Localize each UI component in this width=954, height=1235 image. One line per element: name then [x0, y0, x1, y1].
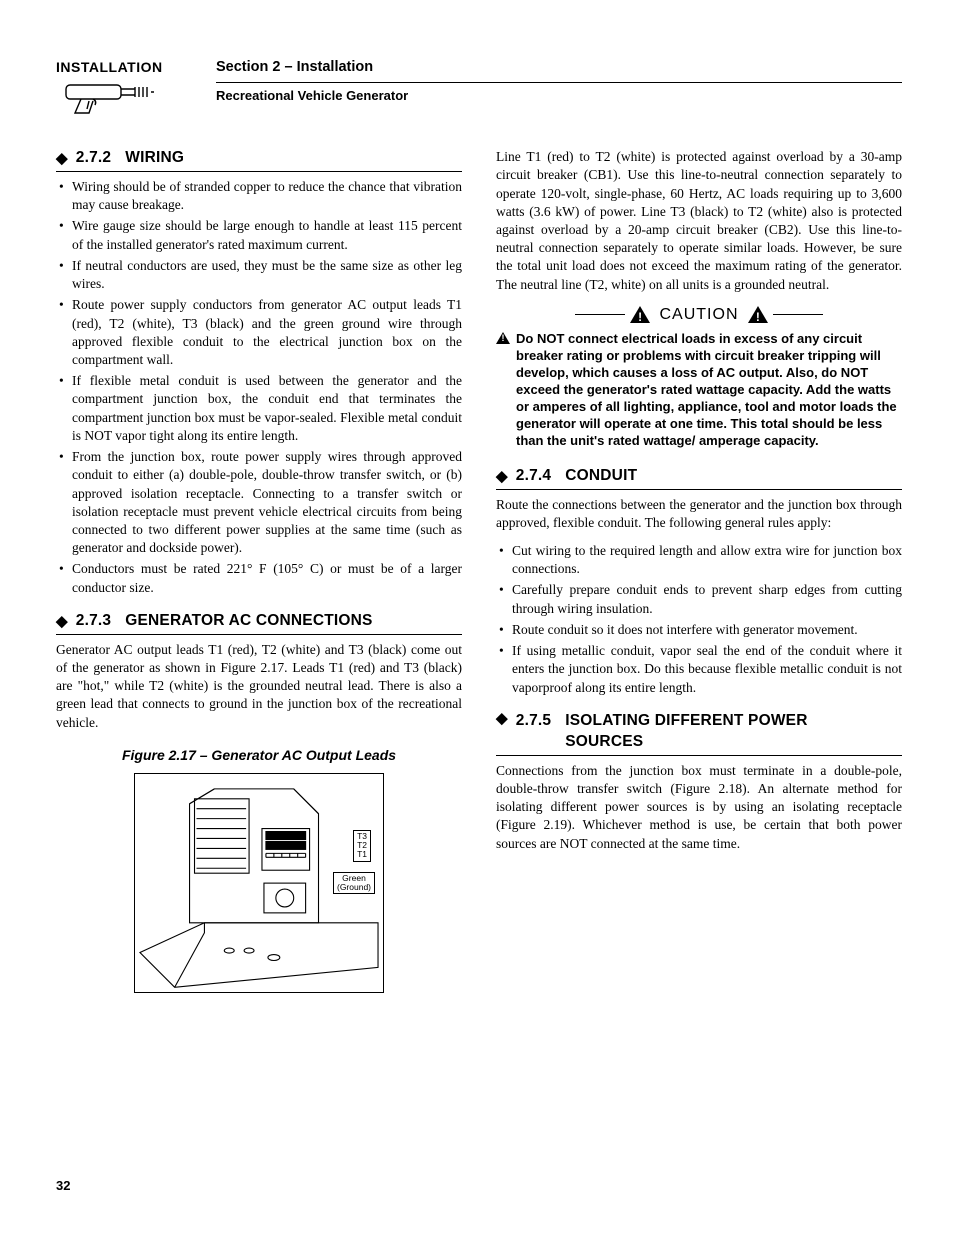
warning-triangle-icon: [496, 332, 510, 345]
heading-num: 2.7.5: [516, 711, 551, 732]
diamond-icon: ◆: [56, 151, 68, 166]
list-item: Carefully prepare conduit ends to preven…: [496, 581, 902, 617]
list-item: Conductors must be rated 221° F (105° C)…: [56, 560, 462, 596]
caution-banner: CAUTION: [496, 304, 902, 326]
header-text-block: Section 2 – Installation Recreational Ve…: [216, 58, 902, 104]
diamond-icon: ◆: [56, 614, 68, 629]
body-columns: ◆ 2.7.2 WIRING Wiring should be of stran…: [56, 148, 902, 993]
para-274: Route the connections between the genera…: [496, 496, 902, 532]
list-item: If using metallic conduit, vapor seal th…: [496, 642, 902, 697]
list-item: If neutral conductors are used, they mus…: [56, 257, 462, 293]
caution-word: CAUTION: [660, 306, 739, 323]
list-item: Wiring should be of stranded copper to r…: [56, 178, 462, 214]
installation-icon-label: INSTALLATION: [56, 58, 161, 77]
heading-title-line2: SOURCES: [565, 732, 807, 753]
heading-title: GENERATOR AC CONNECTIONS: [125, 611, 372, 632]
conduit-bullets: Cut wiring to the required length and al…: [496, 542, 902, 697]
page-header: INSTALLATION Section 2 – Installation Re…: [56, 58, 902, 120]
diamond-icon: ◆: [496, 711, 508, 726]
right-column: Line T1 (red) to T2 (white) is protected…: [496, 148, 902, 993]
installation-icon: INSTALLATION: [56, 58, 161, 120]
section-header: Section 2 – Installation: [216, 58, 902, 83]
heading-title: CONDUIT: [565, 466, 637, 487]
list-item: If flexible metal conduit is used betwee…: [56, 372, 462, 445]
heading-274: ◆ 2.7.4 CONDUIT: [496, 466, 902, 490]
section-subheader: Recreational Vehicle Generator: [216, 87, 902, 105]
heading-num: 2.7.4: [516, 466, 551, 487]
list-item: From the junction box, route power suppl…: [56, 448, 462, 557]
caution-body: Do NOT connect electrical loads in exces…: [516, 331, 897, 447]
list-item: Cut wiring to the required length and al…: [496, 542, 902, 578]
diamond-icon: ◆: [496, 469, 508, 484]
heading-title-line1: ISOLATING DIFFERENT POWER: [565, 712, 807, 729]
left-column: ◆ 2.7.2 WIRING Wiring should be of stran…: [56, 148, 462, 993]
warning-triangle-icon: [630, 306, 650, 324]
heading-273: ◆ 2.7.3 GENERATOR AC CONNECTIONS: [56, 611, 462, 635]
fig-label-t1: T1: [357, 849, 367, 859]
page-number: 32: [56, 1177, 70, 1195]
heading-272: ◆ 2.7.2 WIRING: [56, 148, 462, 172]
warning-triangle-icon: [748, 306, 768, 324]
heading-num: 2.7.2: [76, 148, 111, 169]
heading-title: ISOLATING DIFFERENT POWER SOURCES: [565, 711, 807, 753]
figure-caption: Figure 2.17 – Generator AC Output Leads: [56, 746, 462, 765]
fig-label-ground: (Ground): [337, 882, 371, 892]
list-item: Route power supply conductors from gener…: [56, 296, 462, 369]
figure-217: T3 T2 T1 Green (Ground): [134, 773, 384, 993]
right-intro-para: Line T1 (red) to T2 (white) is protected…: [496, 148, 902, 294]
para-273: Generator AC output leads T1 (red), T2 (…: [56, 641, 462, 732]
para-275: Connections from the junction box must t…: [496, 762, 902, 853]
heading-num: 2.7.3: [76, 611, 111, 632]
list-item: Wire gauge size should be large enough t…: [56, 217, 462, 253]
list-item: Route conduit so it does not interfere w…: [496, 621, 902, 639]
heading-275: ◆ 2.7.5 ISOLATING DIFFERENT POWER SOURCE…: [496, 711, 902, 756]
caution-paragraph: Do NOT connect electrical loads in exces…: [496, 331, 902, 449]
wiring-bullets: Wiring should be of stranded copper to r…: [56, 178, 462, 597]
heading-title: WIRING: [125, 148, 184, 169]
